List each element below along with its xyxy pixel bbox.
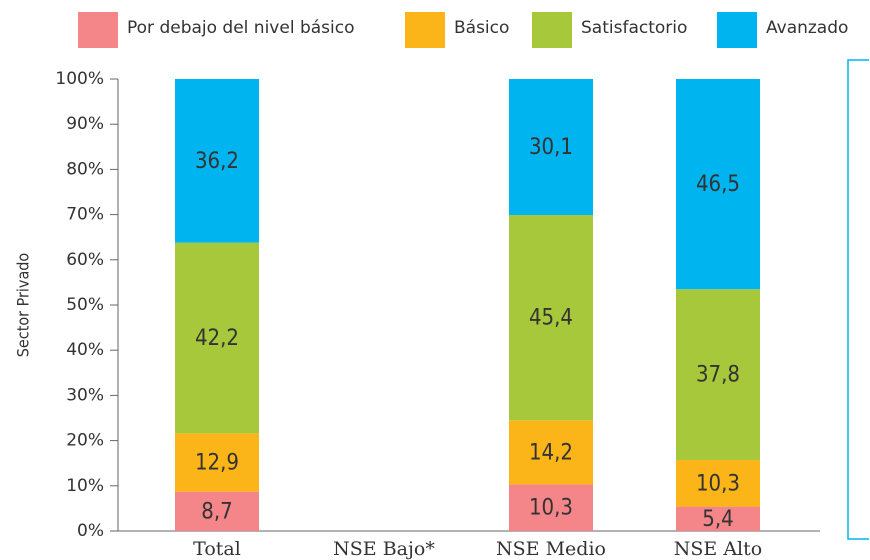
value-label: 37,8 [696, 363, 740, 388]
bar-segment [175, 79, 259, 243]
bar-segment [676, 79, 760, 290]
value-label: 30,1 [529, 135, 573, 160]
bar-segment [175, 433, 259, 492]
value-label: 36,2 [195, 149, 239, 174]
bar-segment [676, 506, 760, 531]
y-tick-label: 100% [55, 69, 104, 89]
y-tick-label: 60% [66, 250, 104, 270]
x-tick-label: NSE Alto [674, 538, 762, 560]
legend-label: Satisfactorio [581, 18, 687, 38]
x-tick-label: NSE Medio [496, 538, 606, 560]
y-axis-label: Sector Privado [14, 253, 33, 358]
bar-segment [509, 79, 593, 216]
bar-segment [175, 242, 259, 434]
side-box [847, 59, 869, 540]
legend-label: Por debajo del nivel básico [127, 18, 354, 38]
y-tick-label: 70% [66, 205, 104, 225]
y-tick-label: 30% [66, 385, 104, 405]
legend-label: Básico [454, 18, 509, 38]
legend-swatch [717, 12, 757, 48]
legend-swatch [405, 12, 445, 48]
value-label: 10,3 [529, 496, 573, 521]
y-tick-label: 90% [66, 114, 104, 134]
bar-segment [175, 491, 259, 531]
y-tick-label: 0% [77, 521, 104, 541]
y-tick-label: 10% [66, 476, 104, 496]
y-tick-label: 80% [66, 159, 104, 179]
x-tick-label: NSE Bajo* [333, 538, 435, 560]
value-label: 5,4 [702, 507, 733, 532]
value-label: 42,2 [195, 326, 239, 351]
bar-segment [509, 420, 593, 485]
y-tick-label: 20% [66, 431, 104, 451]
y-tick-label: 50% [66, 295, 104, 315]
value-label: 12,9 [195, 451, 239, 476]
y-tick-label: 40% [66, 340, 104, 360]
legend-swatch [78, 12, 118, 48]
legend-label: Avanzado [766, 18, 848, 38]
x-tick-label: Total [193, 538, 241, 560]
bar-segment [676, 460, 760, 507]
legend-swatch [532, 12, 572, 48]
bar-segment [509, 215, 593, 421]
value-label: 14,2 [529, 440, 573, 465]
value-label: 10,3 [696, 471, 740, 496]
value-label: 45,4 [529, 306, 573, 331]
bar-segment [509, 484, 593, 531]
bar-segment [676, 289, 760, 461]
value-label: 46,5 [696, 172, 740, 197]
value-label: 8,7 [201, 499, 232, 524]
